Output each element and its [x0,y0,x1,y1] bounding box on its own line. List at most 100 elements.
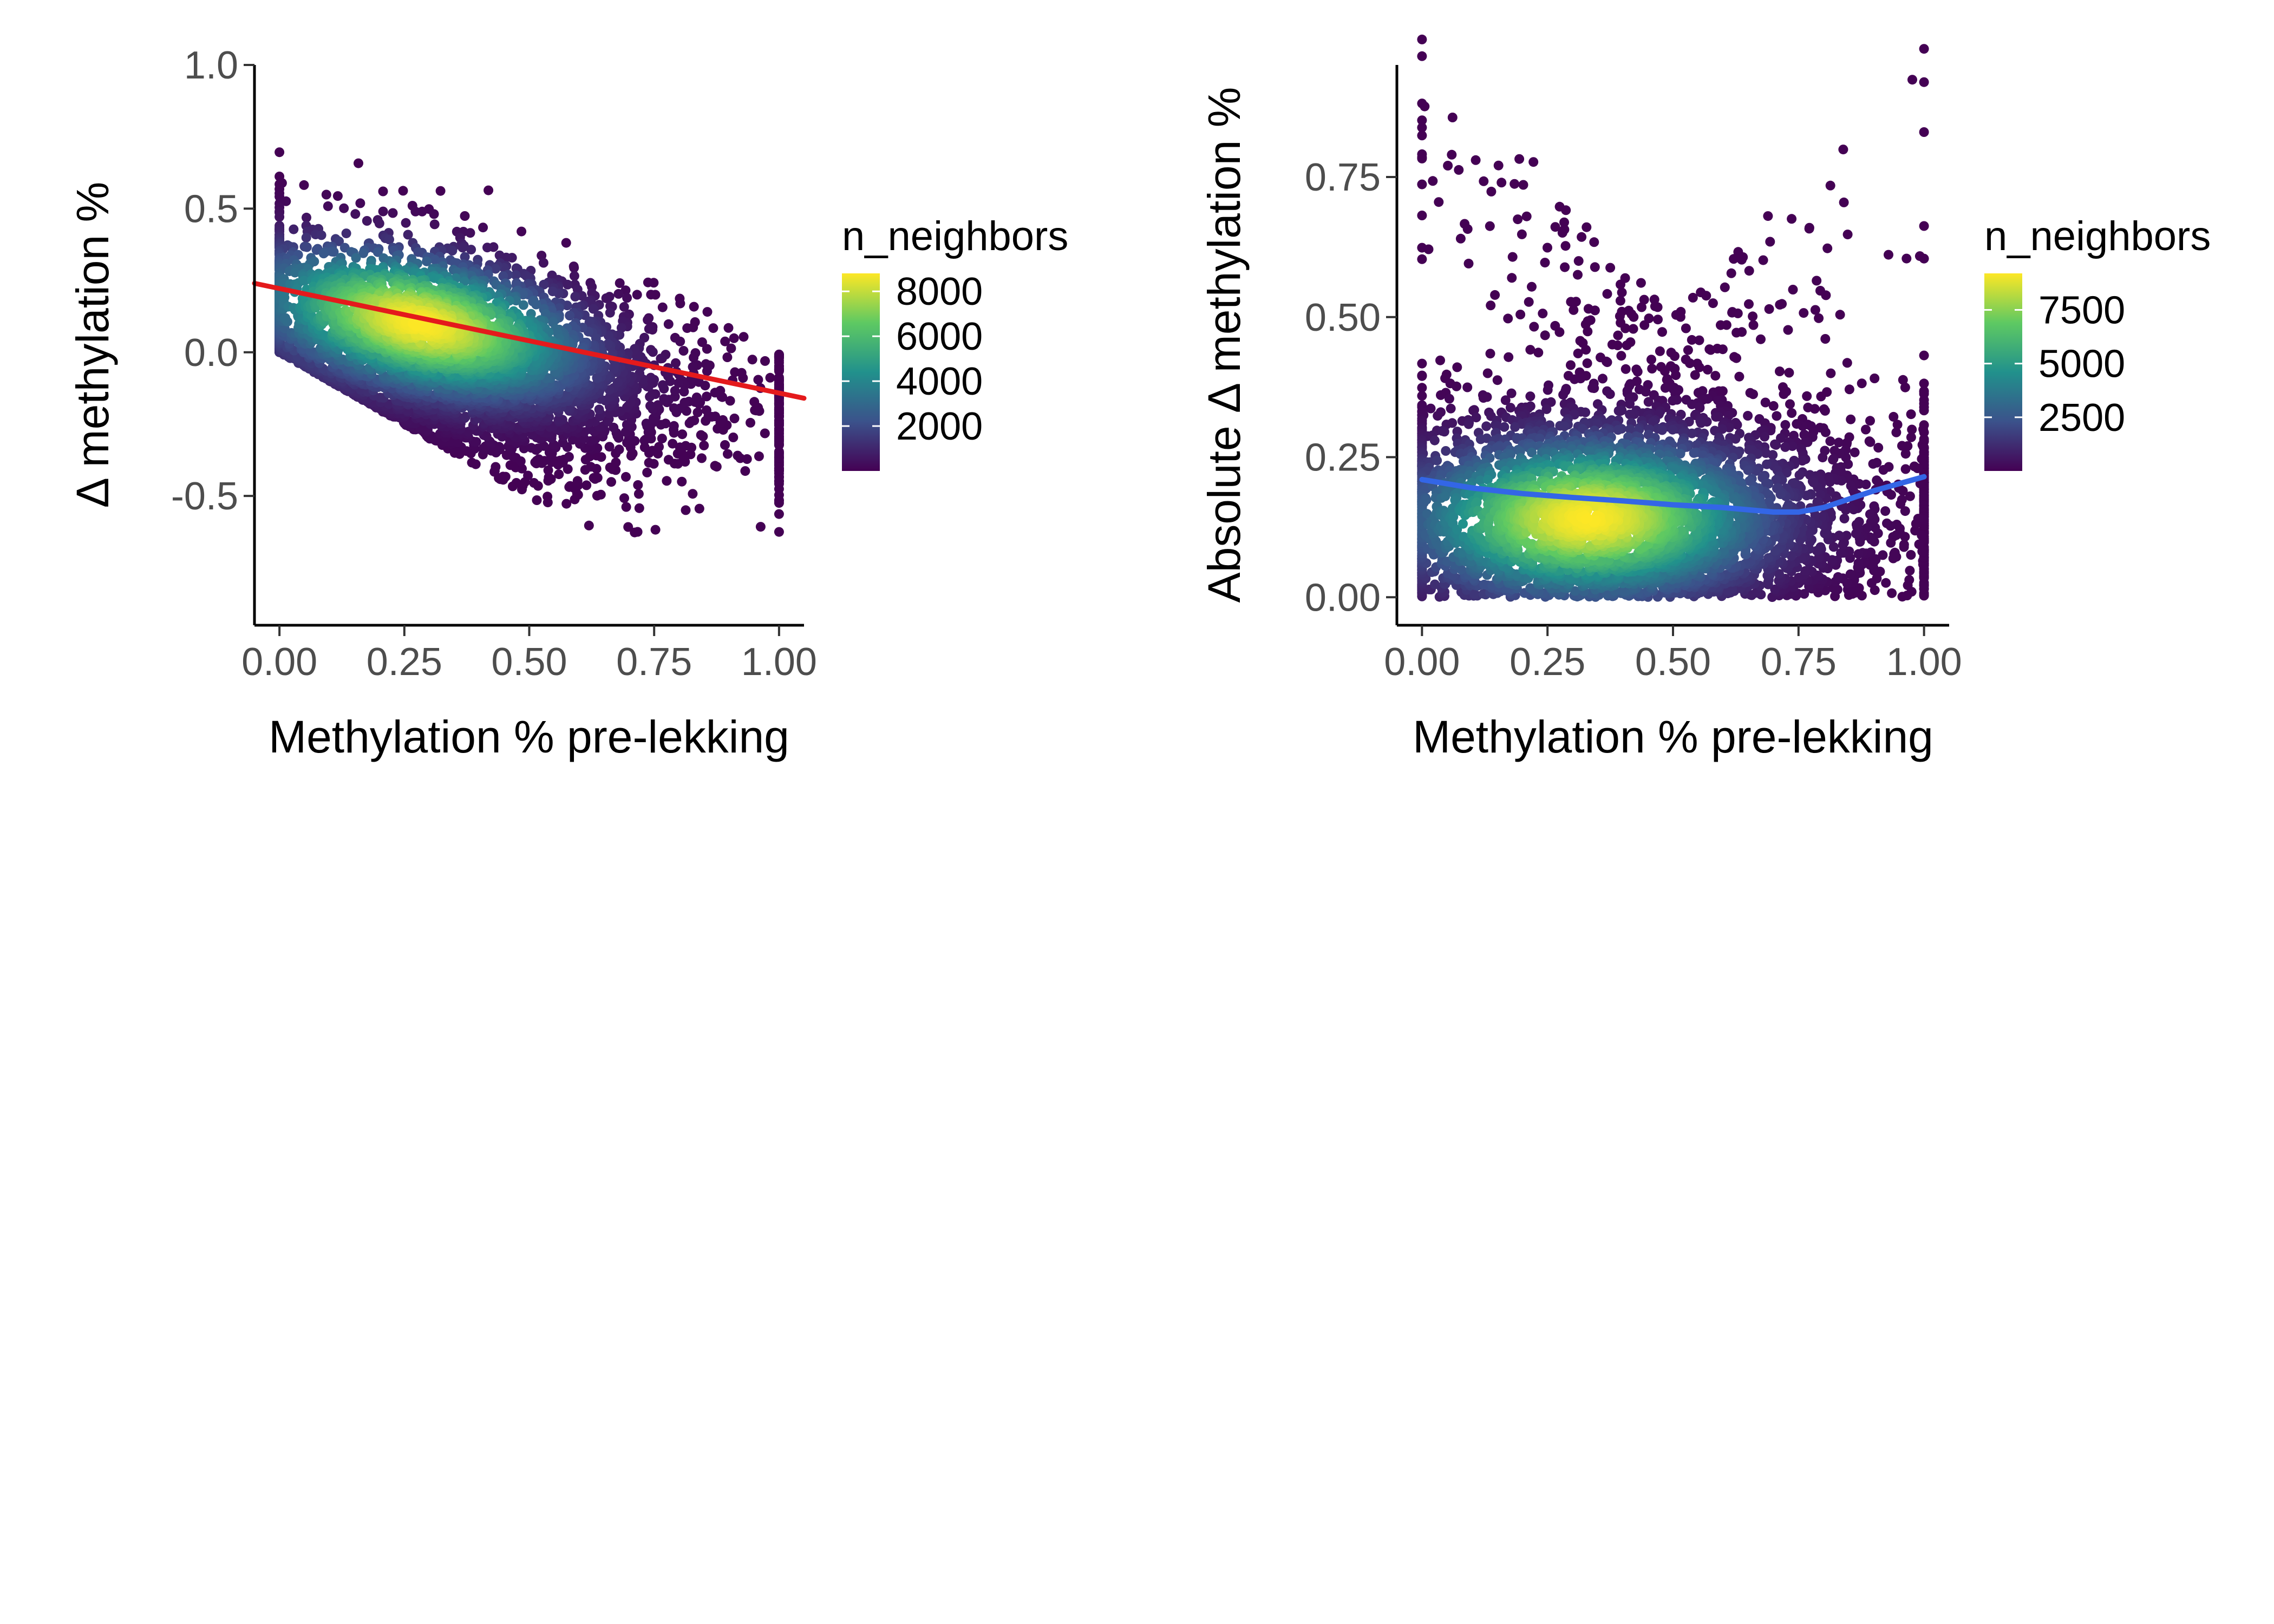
data-point [1497,178,1507,188]
data-point [1569,305,1579,315]
data-point [1731,328,1742,338]
data-point [494,250,505,260]
data-point [1428,176,1438,186]
data-point [1637,302,1646,312]
data-point [1454,165,1464,175]
data-point [554,469,564,480]
data-point [543,465,553,475]
data-point [722,352,733,362]
data-point [1820,334,1831,344]
data-point [733,450,743,461]
data-point [694,503,704,514]
data-point [604,442,615,452]
data-point [478,222,488,233]
data-point [586,462,596,472]
data-point [615,278,625,288]
x-tick-label: 0.50 [491,640,567,684]
data-point [588,304,598,314]
data-point [374,218,384,228]
data-point [1820,405,1830,416]
data-point [678,346,689,356]
data-point [747,355,757,365]
data-point [1671,370,1681,381]
data-point [572,476,583,486]
data-point [299,180,309,190]
data-point [1919,127,1929,137]
data-point [561,499,572,509]
data-point [429,219,440,230]
data-point [1417,371,1427,381]
data-point [1452,362,1462,372]
data-point [1727,307,1737,318]
data-point [677,476,687,487]
data-point [1573,270,1583,280]
data-point [720,440,730,450]
data-point [1486,186,1497,197]
data-point [1434,197,1444,207]
data-point [1897,592,1907,602]
data-point [547,286,558,297]
data-point [565,311,575,320]
data-point [1685,358,1695,368]
data-point [500,472,511,482]
data-point [1447,113,1458,122]
data-point [1632,366,1643,377]
data-point [632,527,643,537]
data-point [1866,578,1877,588]
data-point [668,438,678,449]
data-point [1524,297,1534,307]
data-point [613,289,624,299]
data-point [1910,526,1920,536]
data-point [467,457,477,468]
data-point [605,307,615,318]
data-point [612,377,623,388]
data-point [1881,578,1891,588]
data-point [688,489,698,499]
data-point [429,209,439,219]
data-point [1615,296,1625,306]
legend-tick-label: 8000 [896,270,983,313]
data-point [1919,77,1929,87]
data-point [1870,374,1880,383]
data-point [1744,299,1754,309]
data-point [1857,378,1867,389]
data-point [702,307,713,317]
data-point [646,345,656,355]
data-point [373,247,383,257]
data-point [1492,375,1502,385]
data-point [1891,427,1901,437]
data-point [1527,281,1537,292]
data-point [1835,310,1845,320]
data-point [539,279,549,290]
data-point [1602,289,1612,299]
data-point [701,405,711,415]
data-point [569,271,579,281]
data-point [1919,221,1929,231]
data-point [1775,299,1785,310]
data-point [702,391,712,402]
data-point [1884,250,1893,260]
data-point [1566,360,1576,370]
x-axis-title: Methylation % pre-lekking [269,711,789,762]
data-point [619,493,629,503]
data-point [1616,351,1626,361]
data-point [621,502,631,512]
x-tick-label: 1.00 [741,640,817,684]
data-point [565,481,576,491]
data-point [681,505,691,515]
data-point [1844,384,1854,395]
data-point [538,258,548,268]
data-point [1681,323,1691,333]
data-point [1670,351,1680,361]
data-point [1906,409,1916,420]
data-point [1701,291,1711,301]
data-point [1490,290,1500,300]
data-point [677,429,688,440]
data-point [354,158,363,168]
data-point [1590,305,1600,316]
data-point [1560,241,1571,251]
data-point [1515,310,1526,319]
data-point [674,378,684,388]
data-point [671,358,681,368]
data-point [1589,237,1599,247]
